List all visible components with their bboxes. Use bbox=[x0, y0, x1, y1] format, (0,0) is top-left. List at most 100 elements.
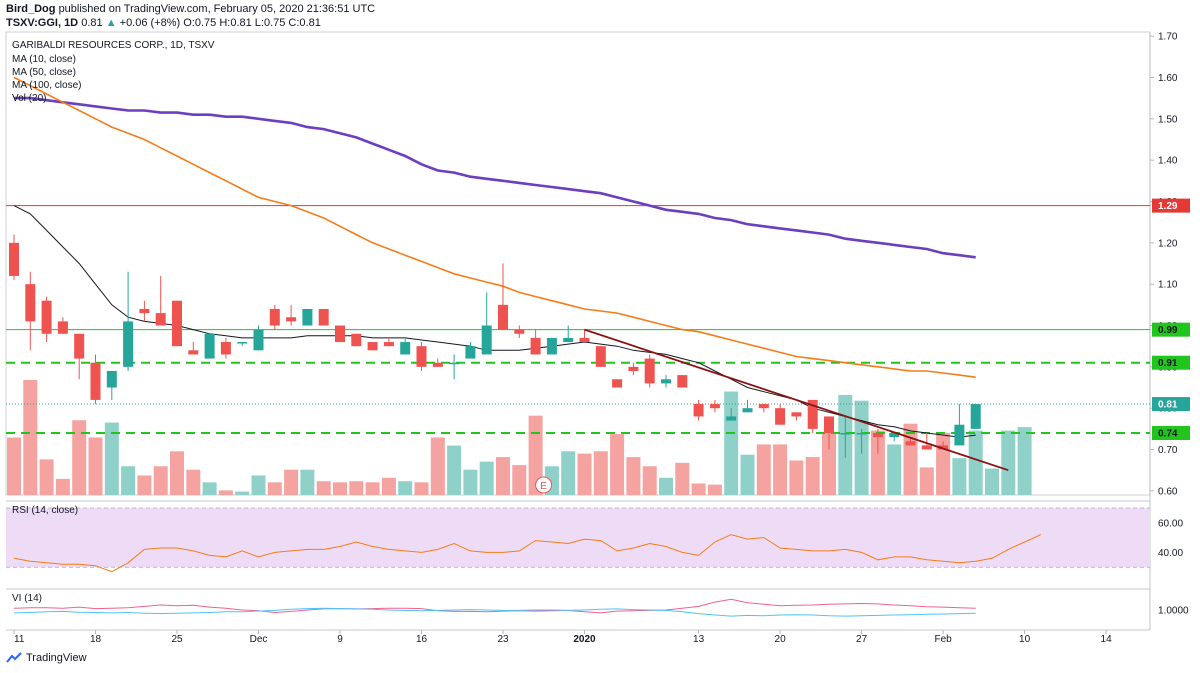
volume-bar bbox=[251, 475, 266, 495]
price-tick: 0.70 bbox=[1158, 445, 1178, 456]
candle-body bbox=[367, 342, 378, 351]
candle-body bbox=[188, 350, 199, 355]
candle-body bbox=[432, 362, 443, 367]
vi-label[interactable]: VI (14) bbox=[12, 593, 43, 604]
candle-body bbox=[155, 313, 166, 326]
candle-body bbox=[726, 416, 737, 421]
candle-body bbox=[824, 416, 834, 433]
time-tick: 20 bbox=[775, 634, 787, 645]
volume-bar bbox=[577, 453, 592, 495]
candle-body bbox=[335, 325, 345, 343]
legend-vol[interactable]: Vol (20) bbox=[12, 93, 47, 104]
moving-averages bbox=[13, 76, 976, 438]
candle-body bbox=[318, 308, 329, 326]
candle-body bbox=[74, 333, 85, 359]
price-tick: 1.70 bbox=[1158, 32, 1178, 43]
trendline[interactable]: E bbox=[535, 328, 1009, 494]
candle-body bbox=[872, 432, 883, 438]
volume-bar bbox=[691, 483, 706, 495]
price-label: 0.99 bbox=[1158, 325, 1178, 336]
candle-body bbox=[709, 404, 720, 409]
price-labels: 1.29 0.99 0.91 0.81 0.74 bbox=[1152, 198, 1190, 440]
volume-bar bbox=[218, 490, 233, 495]
legend-ma50[interactable]: MA (50, close) bbox=[12, 67, 76, 78]
time-tick: 2020 bbox=[573, 634, 596, 645]
candle-body bbox=[595, 346, 606, 367]
time-tick: 13 bbox=[693, 634, 705, 645]
volume-bar bbox=[968, 430, 983, 495]
candle-body bbox=[758, 404, 769, 409]
volume-bar bbox=[1017, 427, 1032, 495]
candle-body bbox=[351, 333, 362, 347]
ohlc: O:0.75 H:0.81 L:0.75 C:0.81 bbox=[183, 17, 321, 29]
candle-body bbox=[514, 329, 525, 334]
publisher-line: Bird_Dog published on TradingView.com, F… bbox=[6, 3, 375, 15]
candle-body bbox=[742, 408, 753, 413]
volume-bar bbox=[952, 458, 967, 495]
vi-tick: 1.0000 bbox=[1158, 606, 1189, 617]
volume-bar bbox=[316, 481, 331, 495]
volume-bar bbox=[170, 451, 184, 495]
volume-bar bbox=[496, 457, 510, 495]
candle-body bbox=[41, 300, 52, 334]
price-label: 0.81 bbox=[1158, 400, 1178, 411]
price-tick: 1.10 bbox=[1158, 280, 1178, 291]
candle-body bbox=[661, 379, 671, 384]
volume-bar bbox=[267, 482, 282, 495]
volume-bar bbox=[23, 380, 38, 495]
volume-bar bbox=[333, 482, 347, 495]
volume-bar bbox=[561, 451, 576, 495]
time-tick: 25 bbox=[171, 634, 183, 645]
time-tick: 18 bbox=[90, 634, 102, 645]
volume-bar bbox=[756, 444, 771, 495]
candle-body bbox=[856, 432, 867, 435]
candle-body bbox=[498, 304, 508, 330]
brand-name[interactable]: TradingView bbox=[26, 652, 87, 664]
price-change: +0.06 (+8%) bbox=[119, 17, 181, 29]
volume-bar bbox=[659, 477, 673, 495]
volume-bar bbox=[349, 481, 364, 495]
candle-body bbox=[25, 284, 36, 322]
volume-bar bbox=[202, 482, 217, 495]
candle-body bbox=[921, 445, 932, 450]
candle-body bbox=[269, 308, 280, 326]
candle-body bbox=[677, 375, 688, 388]
author[interactable]: Bird_Dog bbox=[6, 3, 56, 15]
price-tick: 1.40 bbox=[1158, 156, 1178, 167]
candle-body bbox=[954, 424, 965, 446]
candle-body bbox=[172, 300, 182, 347]
candle-body bbox=[889, 432, 900, 438]
indicator-lines bbox=[13, 534, 1042, 617]
candle-body bbox=[139, 308, 150, 314]
price-tick: 1.50 bbox=[1158, 114, 1178, 125]
quote-line: TSXV:GGI, 1D 0.81 ▲ +0.06 (+8%) O:0.75 H… bbox=[6, 17, 321, 29]
volume-bar bbox=[104, 422, 119, 495]
candle-body bbox=[530, 337, 541, 355]
legend-title: GARIBALDI RESOURCES CORP., 1D, TSXV bbox=[12, 40, 215, 51]
volume-bar bbox=[430, 437, 445, 495]
price-label-box bbox=[1152, 198, 1190, 213]
earnings-marker bbox=[535, 476, 553, 494]
volume-bar bbox=[72, 420, 87, 495]
candle-body bbox=[449, 362, 460, 365]
rsi-label[interactable]: RSI (14, close) bbox=[12, 505, 79, 516]
rsi-tick: 60.00 bbox=[1158, 518, 1183, 529]
volume-bar bbox=[985, 468, 999, 495]
price-label: 0.74 bbox=[1158, 428, 1178, 439]
time-tick: Dec bbox=[250, 634, 268, 645]
time-tick: 16 bbox=[416, 634, 428, 645]
volume-bar bbox=[284, 469, 299, 495]
price-label: 0.91 bbox=[1158, 358, 1178, 369]
volume-bar bbox=[707, 484, 722, 495]
vi-plus-line bbox=[13, 598, 976, 614]
candle-body bbox=[9, 242, 19, 276]
candle-body bbox=[840, 432, 851, 435]
candle-body bbox=[286, 317, 297, 322]
volume-bar bbox=[235, 491, 250, 495]
volume-bar bbox=[381, 477, 396, 495]
legend-ma10[interactable]: MA (10, close) bbox=[12, 54, 76, 65]
candle-body bbox=[253, 329, 264, 351]
legend-ma100[interactable]: MA (100, close) bbox=[12, 80, 82, 91]
change-arrow-icon: ▲ bbox=[105, 17, 117, 29]
